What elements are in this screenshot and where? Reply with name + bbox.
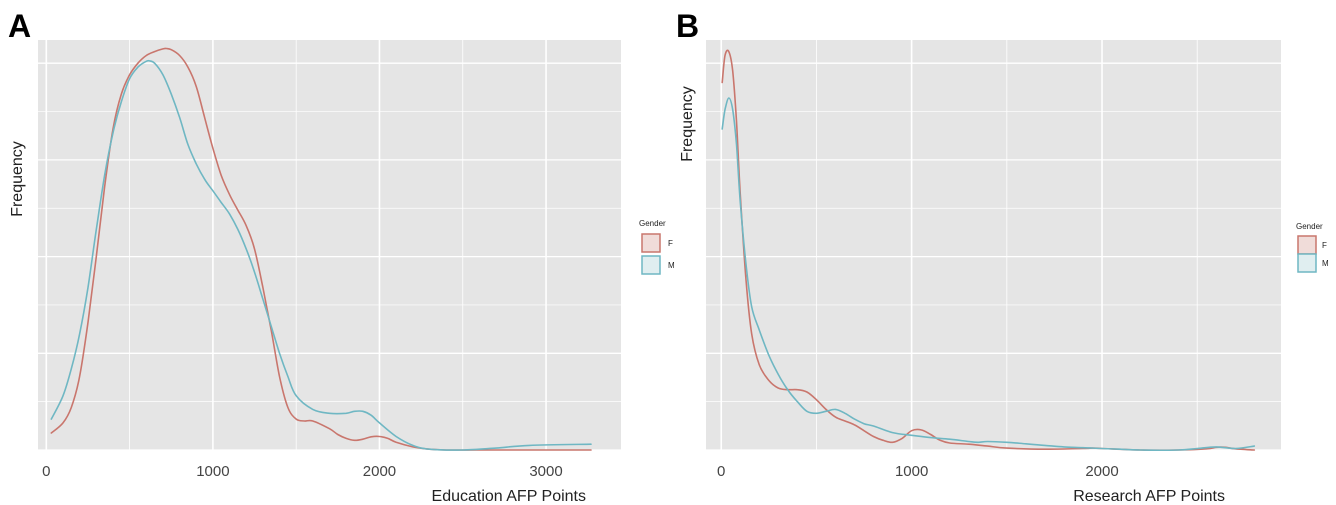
panel-a-legend-label-m: M — [668, 261, 675, 270]
panel-b-x-axis-label: Research AFP Points — [1073, 488, 1225, 505]
panel-b-legend-key-f — [1297, 235, 1317, 255]
panel-b-lines — [721, 49, 1256, 452]
panel-b-grid — [706, 40, 1281, 451]
panel-b-x-tick-label: 1000 — [895, 463, 928, 480]
panel-b-plot-background — [706, 40, 1281, 450]
panel-a-plot-background — [38, 40, 621, 450]
panel-a-x-tick-label: 3000 — [529, 463, 562, 480]
panel-a-x-tick-label: 0 — [42, 463, 50, 480]
panel-b-x-ticks: 0 1000 2000 — [717, 463, 1119, 480]
panel-a-x-tick-label: 1000 — [196, 463, 229, 480]
panel-a-grid — [38, 40, 621, 451]
panel-b-letter: B — [676, 8, 699, 44]
panel-b-legend-title: Gender — [1296, 222, 1323, 231]
panel-b-x-tick-label: 0 — [717, 463, 725, 480]
panel-a-lines — [50, 47, 592, 451]
panel-b-line-m — [721, 97, 1256, 452]
panel-a-line-m — [50, 59, 592, 451]
panel-a: A 0 1000 2000 3000 Frequency Education AFP … — [8, 8, 675, 505]
panel-b-legend-key-m — [1297, 253, 1317, 273]
panel-b: B 0 1000 2000 Frequency Research AFP Point… — [676, 8, 1329, 505]
panel-b-y-axis-label: Frequency — [679, 86, 696, 162]
panel-a-letter: A — [8, 8, 31, 44]
panel-a-x-axis-label: Education AFP Points — [432, 488, 586, 505]
panel-a-y-axis-label: Frequency — [9, 141, 26, 217]
panel-b-x-tick-label: 2000 — [1085, 463, 1118, 480]
panel-a-x-tick-label: 2000 — [363, 463, 396, 480]
panel-b-legend: Gender F M — [1296, 222, 1329, 273]
panel-a-legend-key-f — [641, 233, 661, 253]
panel-a-x-ticks: 0 1000 2000 3000 — [42, 463, 563, 480]
panel-a-legend-label-f: F — [668, 239, 673, 248]
panel-b-legend-label-f: F — [1322, 241, 1327, 250]
panel-b-legend-label-m: M — [1322, 259, 1329, 268]
panel-a-legend: Gender F M — [639, 219, 675, 275]
panel-a-legend-key-m — [641, 255, 661, 275]
panel-a-legend-title: Gender — [639, 219, 666, 228]
panel-a-line-f — [50, 47, 592, 451]
